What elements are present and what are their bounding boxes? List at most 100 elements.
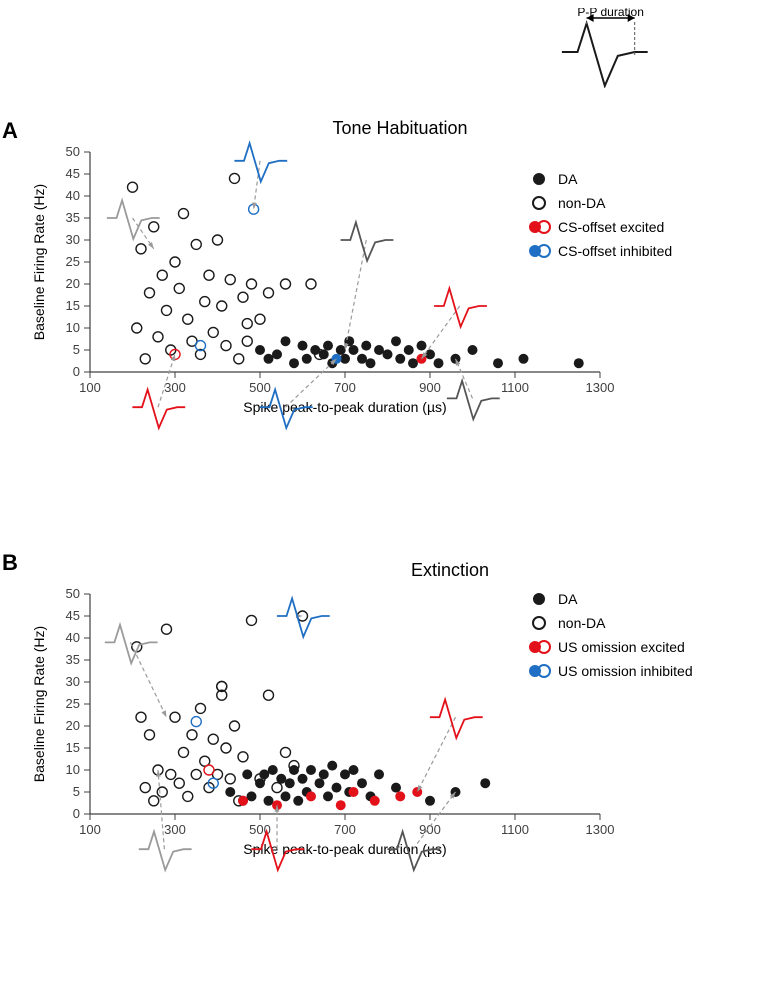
panelB-scatter: 1003005007009001100130005101520253035404… (20, 534, 740, 904)
waveform-icon (341, 222, 394, 260)
y-tick-label: 25 (66, 254, 80, 269)
marker-DA (319, 349, 329, 359)
y-tick-label: 50 (66, 586, 80, 601)
marker-DA (383, 349, 393, 359)
marker-DA (225, 787, 235, 797)
x-tick-label: 900 (419, 822, 441, 837)
marker-DA (425, 796, 435, 806)
marker-nonDA (208, 734, 218, 744)
waveform-icon (277, 598, 330, 636)
marker-nonDA (242, 319, 252, 329)
marker-nonDA (247, 615, 257, 625)
marker-DA (336, 345, 346, 355)
marker-DA (574, 358, 584, 368)
marker-nonDA (238, 292, 248, 302)
marker-DA (349, 765, 359, 775)
y-tick-label: 15 (66, 298, 80, 313)
marker-DA (264, 796, 274, 806)
marker-nonDA (145, 288, 155, 298)
y-tick-label: 45 (66, 608, 80, 623)
y-tick-label: 10 (66, 320, 80, 335)
marker-DA (281, 791, 291, 801)
marker-nonDA (157, 270, 167, 280)
x-tick-label: 100 (79, 380, 101, 395)
x-tick-label: 700 (334, 822, 356, 837)
marker-DA (255, 778, 265, 788)
y-tick-label: 10 (66, 762, 80, 777)
marker-DA (298, 341, 308, 351)
marker-DA (289, 358, 299, 368)
marker-DA (306, 765, 316, 775)
marker-DA (242, 769, 252, 779)
x-tick-label: 300 (164, 822, 186, 837)
marker-DA (272, 349, 282, 359)
panelA-scatter: 1003005007009001100130005101520253035404… (20, 92, 740, 462)
marker-DA (374, 769, 384, 779)
y-tick-label: 5 (73, 342, 80, 357)
marker-nonDA (170, 712, 180, 722)
marker-DA (247, 791, 257, 801)
marker-nonDA (272, 783, 282, 793)
marker-DA (289, 765, 299, 775)
y-tick-label: 40 (66, 188, 80, 203)
y-tick-label: 30 (66, 232, 80, 247)
marker-nonDA (140, 783, 150, 793)
x-tick-label: 1100 (501, 822, 529, 837)
marker-nonDA (136, 712, 146, 722)
marker-nonDA (255, 314, 265, 324)
marker-nonDA (264, 288, 274, 298)
marker-nonDA (230, 173, 240, 183)
x-tick-label: 500 (249, 380, 271, 395)
waveform-icon (132, 390, 185, 428)
marker-nonDA (128, 182, 138, 192)
marker-DA (366, 358, 376, 368)
y-tick-label: 25 (66, 696, 80, 711)
marker-excited-filled (395, 791, 405, 801)
marker-nonDA (166, 769, 176, 779)
marker-DA (408, 358, 418, 368)
waveform-icon (430, 700, 483, 738)
marker-nonDA (225, 275, 235, 285)
marker-nonDA (281, 279, 291, 289)
y-tick-label: 0 (73, 364, 80, 379)
marker-DA (264, 354, 274, 364)
y-tick-label: 45 (66, 166, 80, 181)
y-tick-label: 30 (66, 674, 80, 689)
marker-nonDA (225, 774, 235, 784)
y-tick-label: 35 (66, 210, 80, 225)
x-tick-label: 1100 (501, 380, 529, 395)
y-tick-label: 50 (66, 144, 80, 159)
marker-DA (519, 354, 529, 364)
marker-DA (480, 778, 490, 788)
marker-DA (391, 336, 401, 346)
marker-nonDA (204, 270, 214, 280)
y-tick-label: 15 (66, 740, 80, 755)
marker-DA (327, 761, 337, 771)
marker-nonDA (132, 323, 142, 333)
y-tick-label: 20 (66, 718, 80, 733)
marker-excited-filled (349, 787, 359, 797)
marker-nonDA (234, 354, 244, 364)
marker-nonDA (145, 730, 155, 740)
x-tick-label: 100 (79, 822, 101, 837)
marker-nonDA (217, 301, 227, 311)
marker-DA (319, 769, 329, 779)
marker-DA (323, 341, 333, 351)
marker-excited-filled (306, 791, 316, 801)
y-axis-label: Baseline Firing Rate (Hz) (31, 626, 47, 782)
marker-DA (493, 358, 503, 368)
marker-nonDA (191, 239, 201, 249)
y-tick-label: 0 (73, 806, 80, 821)
marker-DA (302, 354, 312, 364)
marker-nonDA (136, 244, 146, 254)
marker-nonDA (191, 769, 201, 779)
waveform-icon (234, 143, 287, 181)
y-tick-label: 40 (66, 630, 80, 645)
marker-DA (468, 345, 478, 355)
marker-nonDA (187, 730, 197, 740)
marker-nonDA (196, 703, 206, 713)
marker-nonDA (174, 283, 184, 293)
marker-DA (298, 774, 308, 784)
marker-DA (357, 778, 367, 788)
waveform-icon (434, 288, 487, 326)
